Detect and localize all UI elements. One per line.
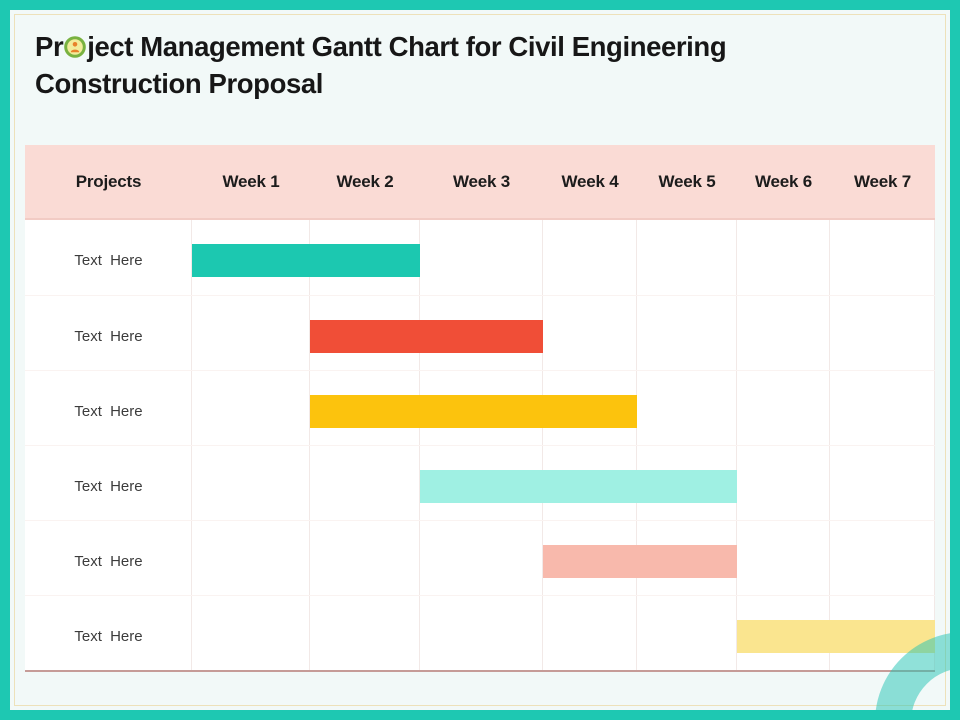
header-cell-week-1: Week 1 bbox=[222, 171, 280, 191]
gantt-row: Text Here bbox=[25, 220, 935, 295]
task-label: Text Here bbox=[74, 328, 143, 345]
header-cell-week-2: Week 2 bbox=[336, 171, 394, 191]
task-label: Text Here bbox=[74, 553, 143, 570]
gantt-row: Text Here bbox=[25, 295, 935, 370]
task-label: Text Here bbox=[74, 628, 143, 645]
title-text-post: ject Management Gantt Chart for Civil En… bbox=[87, 31, 727, 62]
header-cell-week-3: Week 3 bbox=[452, 171, 511, 191]
header-cell-week-4: Week 4 bbox=[561, 171, 619, 191]
gantt-bar bbox=[192, 244, 420, 277]
page-title: Pr ject Management Gantt Chart for Civil … bbox=[35, 28, 855, 102]
header-cell-projects: Projects bbox=[75, 171, 142, 191]
gantt-row: Text Here bbox=[25, 370, 935, 445]
gantt-table: Projects Week 1 Week 2 Week 3 Week 4 Week 5 We… bbox=[25, 145, 935, 672]
gantt-row: Text Here bbox=[25, 520, 935, 595]
title-text-pre: Pr bbox=[35, 31, 64, 62]
task-label: Text Here bbox=[74, 478, 143, 495]
gantt-bar bbox=[420, 470, 737, 503]
title-line-1: Pr ject Management Gantt Chart for Civil … bbox=[35, 28, 855, 65]
gantt-row: Text Here bbox=[25, 445, 935, 520]
gantt-bar bbox=[310, 320, 543, 353]
task-label: Text Here bbox=[74, 403, 143, 420]
header-cell-week-5: Week 5 bbox=[658, 171, 716, 191]
header-cell-week-7: Week 7 bbox=[853, 171, 912, 191]
header-cell-week-6: Week 6 bbox=[754, 171, 813, 191]
title-line-2: Construction Proposal bbox=[35, 68, 324, 99]
gantt-row: Text Here bbox=[25, 595, 935, 670]
gantt-body: Text Here Text Here Text Here Text Here Text… bbox=[25, 220, 935, 672]
gantt-bar bbox=[543, 545, 737, 578]
project-logo-icon bbox=[64, 30, 87, 58]
gantt-bar bbox=[310, 395, 637, 428]
task-label: Text Here bbox=[74, 252, 143, 269]
gantt-bar bbox=[737, 620, 935, 653]
gantt-header-row: Projects Week 1 Week 2 Week 3 Week 4 Week 5 We… bbox=[25, 145, 935, 220]
